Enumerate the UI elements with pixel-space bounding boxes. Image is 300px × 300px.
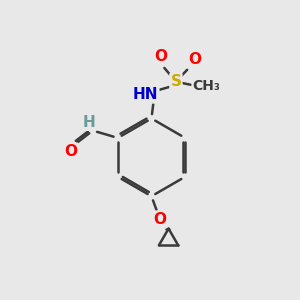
Text: O: O (153, 212, 166, 227)
Text: S: S (170, 74, 182, 89)
Text: O: O (154, 50, 167, 64)
Text: CH₃: CH₃ (193, 79, 220, 93)
Text: O: O (64, 144, 77, 159)
Text: H: H (83, 115, 96, 130)
Text: O: O (188, 52, 201, 67)
Text: HN: HN (133, 87, 158, 102)
